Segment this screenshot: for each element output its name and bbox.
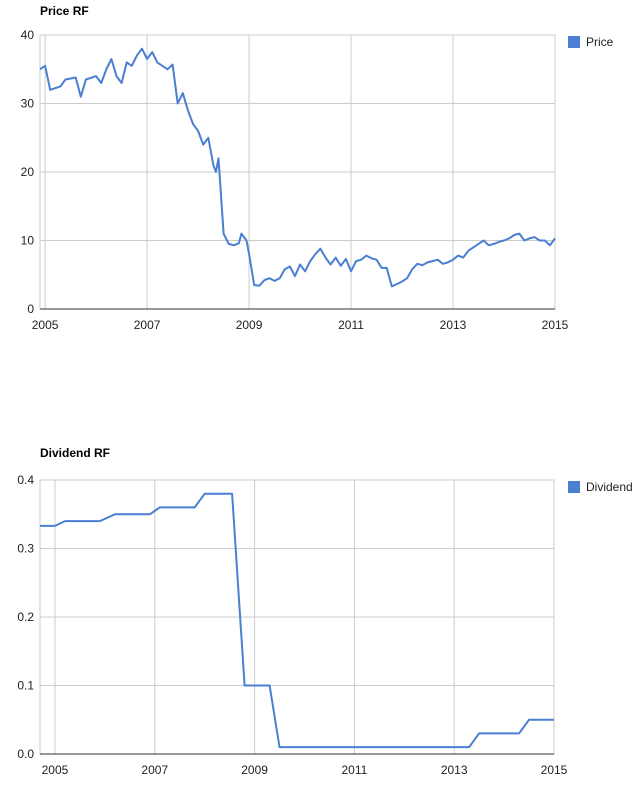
series-line — [40, 492, 554, 749]
legend-label: Price — [586, 35, 614, 49]
y-tick-label: 10 — [21, 234, 35, 248]
x-tick-label: 2009 — [241, 763, 268, 777]
series-line — [39, 47, 556, 288]
x-tick-label: 2005 — [32, 318, 59, 332]
y-tick-label: 40 — [21, 28, 35, 42]
y-tick-label: 20 — [21, 165, 35, 179]
y-tick-label: 30 — [21, 97, 35, 111]
chart-title: Price RF — [40, 4, 89, 18]
price-chart-plot: 0 10 20 30 40 2005 2007 2009 2011 2013 2015 — [21, 28, 569, 332]
x-tick-label: 2011 — [341, 763, 367, 777]
y-tick-label: 0.2 — [17, 610, 34, 624]
x-tick-label: 2013 — [440, 318, 467, 332]
x-tick-label: 2013 — [441, 763, 468, 777]
legend-item-dividend: Dividend — [568, 480, 633, 494]
x-tick-label: 2011 — [338, 318, 364, 332]
legend-label: Dividend — [586, 480, 633, 494]
x-tick-label: 2005 — [42, 763, 69, 777]
y-tick-label: 0 — [27, 302, 34, 316]
legend-swatch — [568, 481, 580, 493]
x-tick-label: 2015 — [541, 763, 568, 777]
x-tick-label: 2007 — [134, 318, 161, 332]
y-tick-label: 0.4 — [17, 473, 34, 487]
legend-swatch — [568, 36, 580, 48]
dividend-chart-plot: 0.0 0.1 0.2 0.3 0.4 2005 2007 2009 2011 2013 2015 — [17, 473, 568, 777]
x-tick-label: 2015 — [542, 318, 569, 332]
y-tick-label: 0.1 — [17, 679, 34, 693]
x-tick-label: 2009 — [236, 318, 263, 332]
y-tick-label: 0.3 — [17, 542, 34, 556]
legend-item-price: Price — [568, 35, 613, 49]
price-chart: Price RF 0 10 20 30 40 2005 2007 2009 2011 2013 20… — [0, 0, 640, 340]
x-tick-label: 2007 — [141, 763, 168, 777]
dividend-chart: Dividend RF 0.0 0.1 0.2 0.3 0.4 2005 2007 2009 2… — [0, 440, 640, 801]
y-tick-label: 0.0 — [17, 747, 34, 761]
chart-title: Dividend RF — [40, 446, 111, 460]
